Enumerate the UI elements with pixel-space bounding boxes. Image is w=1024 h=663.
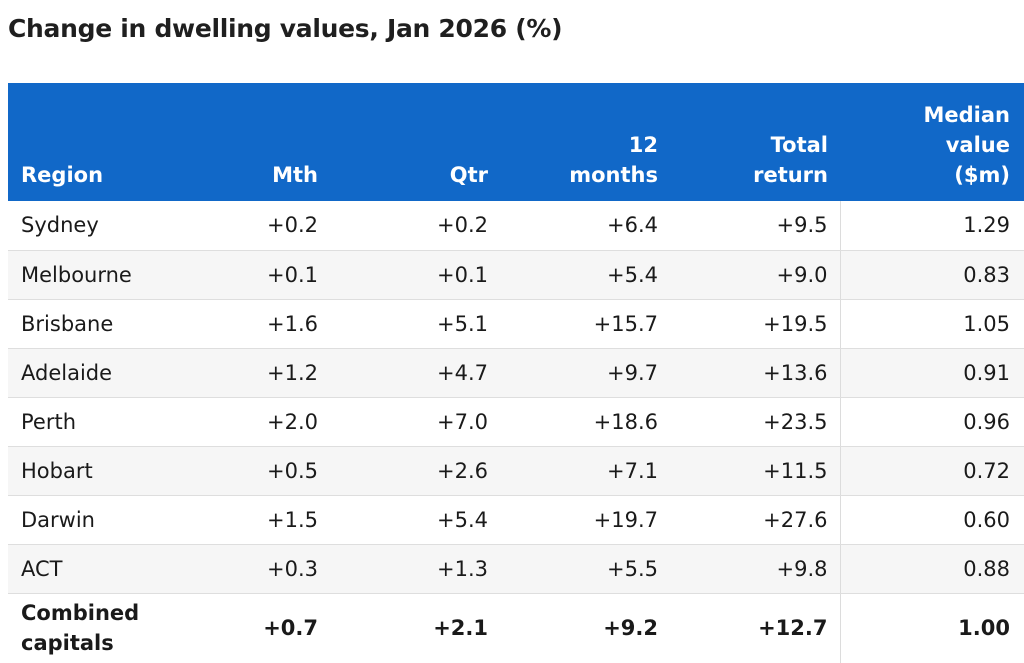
cell-months12: +7.1: [500, 446, 670, 496]
cell-median-value: 1.29: [839, 201, 1024, 251]
total-row: Combined capitals +0.7 +2.1 +9.2 +12.7 1.00: [8, 593, 1024, 663]
table-title: Change in dwelling values, Jan 2026 (%): [8, 14, 563, 43]
cell-median-value: 0.60: [839, 495, 1024, 545]
cell-months12: +15.7: [500, 299, 670, 349]
header-row: Region Mth Qtr 12 months Total return Medi…: [8, 83, 1024, 201]
cell-mth: +1.5: [160, 495, 330, 545]
cell-region: Adelaide: [8, 348, 160, 398]
cell-region: Perth: [8, 397, 160, 447]
header-median-value: Median value ($m): [840, 83, 1024, 201]
cell-region: Darwin: [8, 495, 160, 545]
cell-mth: +1.6: [160, 299, 330, 349]
cell-region: Combined capitals: [21, 601, 140, 656]
table-row: Brisbane +1.6 +5.1 +15.7 +19.5 1.05: [8, 299, 1024, 349]
cell-median-value: 0.88: [839, 544, 1024, 594]
cell-qtr: +7.0: [330, 397, 500, 447]
cell-months12: +5.4: [500, 250, 670, 300]
header-12-months: 12 months: [500, 83, 670, 201]
cell-qtr: +5.1: [330, 299, 500, 349]
cell-total-return: +12.7: [758, 616, 828, 641]
cell-months12: +19.7: [500, 495, 670, 545]
cell-total-return: +23.5: [670, 397, 840, 447]
table-row: Melbourne +0.1 +0.1 +5.4 +9.0 0.83: [8, 250, 1024, 300]
cell-qtr: +2.6: [330, 446, 500, 496]
cell-total-return: +9.8: [670, 544, 840, 594]
cell-total-return: +9.0: [670, 250, 840, 300]
cell-median-value: 1.05: [839, 299, 1024, 349]
cell-mth: +0.2: [160, 201, 330, 251]
cell-qtr: +2.1: [433, 616, 488, 641]
cell-months12: +6.4: [500, 201, 670, 251]
cell-mth: +0.3: [160, 544, 330, 594]
cell-median-value: 0.96: [839, 397, 1024, 447]
cell-months12: +9.7: [500, 348, 670, 398]
cell-mth: +2.0: [160, 397, 330, 447]
cell-qtr: +0.2: [330, 201, 500, 251]
table-row: Adelaide +1.2 +4.7 +9.7 +13.6 0.91: [8, 348, 1024, 398]
table-row: Sydney +0.2 +0.2 +6.4 +9.5 1.29: [8, 201, 1024, 251]
cell-region: Brisbane: [8, 299, 160, 349]
cell-median-value: 0.83: [839, 250, 1024, 300]
cell-total-return: +11.5: [670, 446, 840, 496]
cell-mth: +0.5: [160, 446, 330, 496]
cell-region: ACT: [8, 544, 160, 594]
cell-total-return: +27.6: [670, 495, 840, 545]
table-body: Sydney +0.2 +0.2 +6.4 +9.5 1.29 Melbourne +0.1 +…: [8, 201, 1024, 663]
cell-qtr: +4.7: [330, 348, 500, 398]
cell-total-return: +13.6: [670, 348, 840, 398]
cell-months12: +5.5: [500, 544, 670, 594]
cell-qtr: +1.3: [330, 544, 500, 594]
cell-median-value: 0.72: [839, 446, 1024, 496]
dwelling-values-table: Region Mth Qtr 12 months Total return Medi…: [8, 83, 1024, 663]
cell-median-value: 0.91: [839, 348, 1024, 398]
table-row: Hobart +0.5 +2.6 +7.1 +11.5 0.72: [8, 446, 1024, 496]
table-row: Darwin +1.5 +5.4 +19.7 +27.6 0.60: [8, 495, 1024, 545]
cell-mth: +1.2: [160, 348, 330, 398]
cell-total-return: +9.5: [670, 201, 840, 251]
cell-qtr: +0.1: [330, 250, 500, 300]
header-mth: Mth: [160, 83, 330, 201]
header-qtr: Qtr: [330, 83, 500, 201]
cell-months12: +18.6: [500, 397, 670, 447]
cell-qtr: +5.4: [330, 495, 500, 545]
cell-total-return: +19.5: [670, 299, 840, 349]
header-region: Region: [8, 83, 160, 201]
cell-mth: +0.7: [263, 616, 318, 641]
table-row: ACT +0.3 +1.3 +5.5 +9.8 0.88: [8, 544, 1024, 594]
cell-median-value: 1.00: [839, 593, 1024, 663]
cell-region: Hobart: [8, 446, 160, 496]
cell-mth: +0.1: [160, 250, 330, 300]
cell-region: Melbourne: [8, 250, 160, 300]
cell-months12: +9.2: [603, 616, 658, 641]
cell-region: Sydney: [8, 201, 160, 251]
header-total-return: Total return: [670, 83, 840, 201]
table-row: Perth +2.0 +7.0 +18.6 +23.5 0.96: [8, 397, 1024, 447]
